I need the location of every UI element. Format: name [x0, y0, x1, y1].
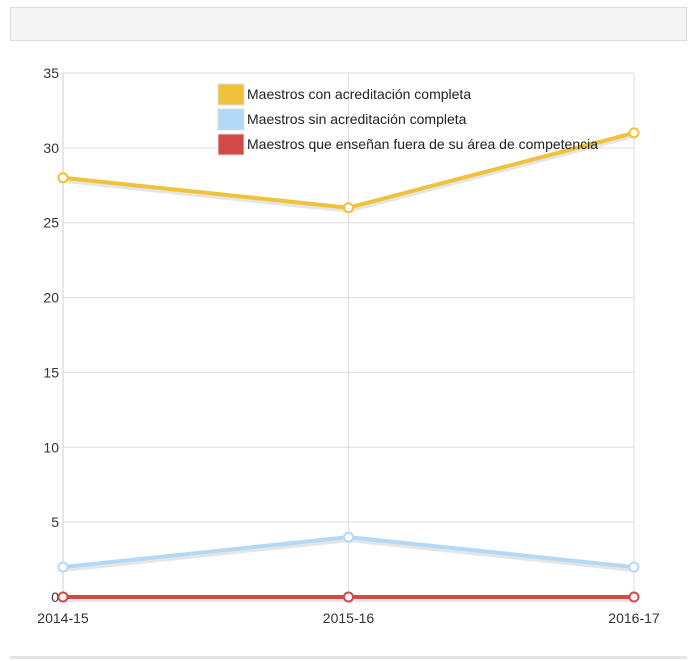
- series-point[interactable]: [628, 127, 640, 139]
- legend-swatch: [217, 108, 245, 131]
- series-point[interactable]: [57, 172, 69, 184]
- x-tick-label: 2015-16: [323, 610, 375, 626]
- series-point[interactable]: [343, 531, 354, 543]
- x-tick-label: 2016-17: [608, 610, 660, 626]
- chart-footer-rule: [10, 656, 687, 659]
- legend: Maestros con acreditación completa Maestr…: [217, 83, 598, 156]
- x-tick-label: 2014-15: [37, 610, 89, 626]
- legend-swatch: [217, 83, 245, 106]
- legend-label: Maestros sin acreditación completa: [247, 111, 467, 127]
- series-point[interactable]: [343, 202, 354, 214]
- series-point[interactable]: [628, 591, 640, 603]
- y-tick-label: 20: [43, 290, 59, 306]
- legend-label: Maestros que enseñan fuera de su área de…: [247, 136, 598, 152]
- y-tick-label: 10: [43, 439, 59, 455]
- series-lines: [57, 127, 640, 603]
- chart-header-bar: [10, 7, 687, 41]
- series-point[interactable]: [343, 591, 354, 603]
- y-tick-label: 5: [51, 514, 59, 530]
- y-tick-label: 0: [51, 589, 59, 605]
- legend-swatch: [217, 133, 245, 156]
- axes: 0 5 10 15 20 25 30 35 2014-15 2015-16 2016-17: [37, 65, 660, 626]
- y-tick-label: 35: [43, 65, 59, 81]
- series-point[interactable]: [57, 591, 69, 603]
- series-point[interactable]: [628, 561, 640, 573]
- y-tick-label: 25: [43, 215, 59, 231]
- series-point[interactable]: [57, 561, 69, 573]
- y-tick-label: 15: [43, 364, 59, 380]
- legend-label: Maestros con acreditación completa: [247, 86, 471, 102]
- y-tick-label: 30: [43, 140, 59, 156]
